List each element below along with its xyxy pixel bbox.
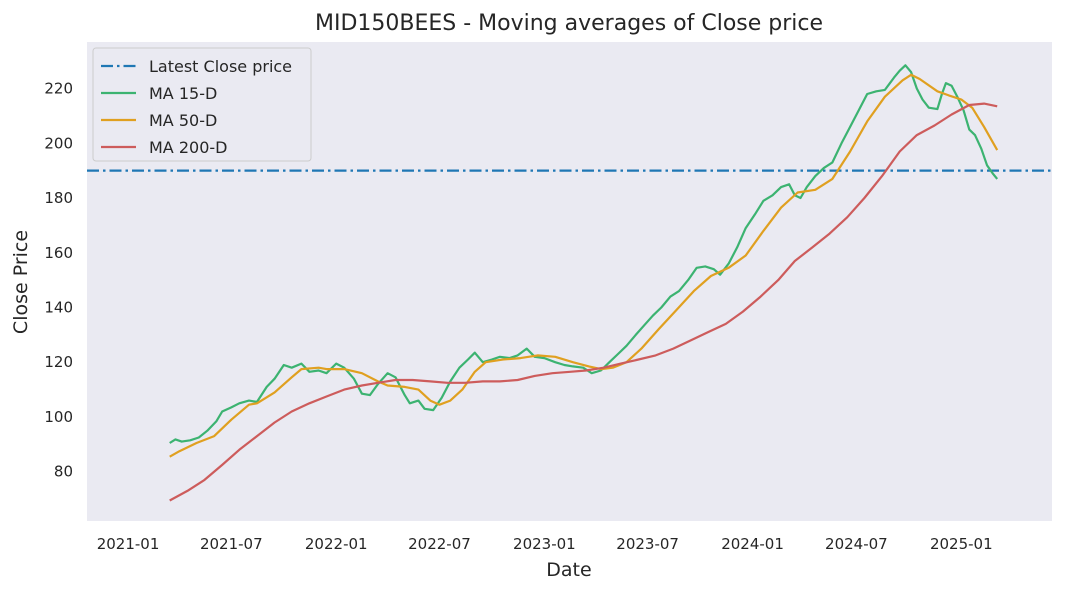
chart-title: MID150BEES - Moving averages of Close pr… <box>315 11 823 36</box>
series-line <box>169 73 999 458</box>
y-tick-label: 180 <box>44 189 73 207</box>
x-tick-label: 2023-01 <box>513 535 576 553</box>
legend-box <box>92 47 312 162</box>
series-line <box>169 64 999 444</box>
y-axis-label: Close Price <box>10 230 32 334</box>
x-tick-label: 2022-01 <box>305 535 368 553</box>
y-axis-ticks: 80 100 120 140 160 180 200 220 <box>44 80 73 481</box>
x-axis-label: Date <box>546 559 591 581</box>
x-tick-label: 2023-07 <box>616 535 679 553</box>
y-tick-label: 200 <box>44 134 73 152</box>
legend-label: MA 15-D <box>149 84 217 103</box>
y-tick-label: 100 <box>44 408 73 426</box>
x-tick-label: 2024-07 <box>825 535 888 553</box>
legend-label: MA 200-D <box>149 138 227 157</box>
x-tick-label: 2025-01 <box>930 535 993 553</box>
legend-label: Latest Close price <box>149 57 292 76</box>
legend-label: MA 50-D <box>149 111 217 130</box>
y-tick-label: 220 <box>44 80 73 98</box>
y-tick-label: 160 <box>44 244 73 262</box>
x-tick-label: 2021-07 <box>200 535 263 553</box>
y-tick-label: 140 <box>44 299 73 317</box>
x-tick-label: 2022-07 <box>408 535 471 553</box>
x-axis-ticks: 2021-01 2021-07 2022-01 2022-07 2023-01 2023-… <box>97 535 993 553</box>
y-tick-label: 80 <box>54 463 73 481</box>
x-tick-label: 2024-01 <box>721 535 784 553</box>
series-line <box>169 102 998 502</box>
series-lines <box>87 64 1052 502</box>
legend: Latest Close price MA 15-D MA 50-D MA 200-D <box>92 47 312 162</box>
y-tick-label: 120 <box>44 353 73 371</box>
x-tick-label: 2021-01 <box>97 535 160 553</box>
